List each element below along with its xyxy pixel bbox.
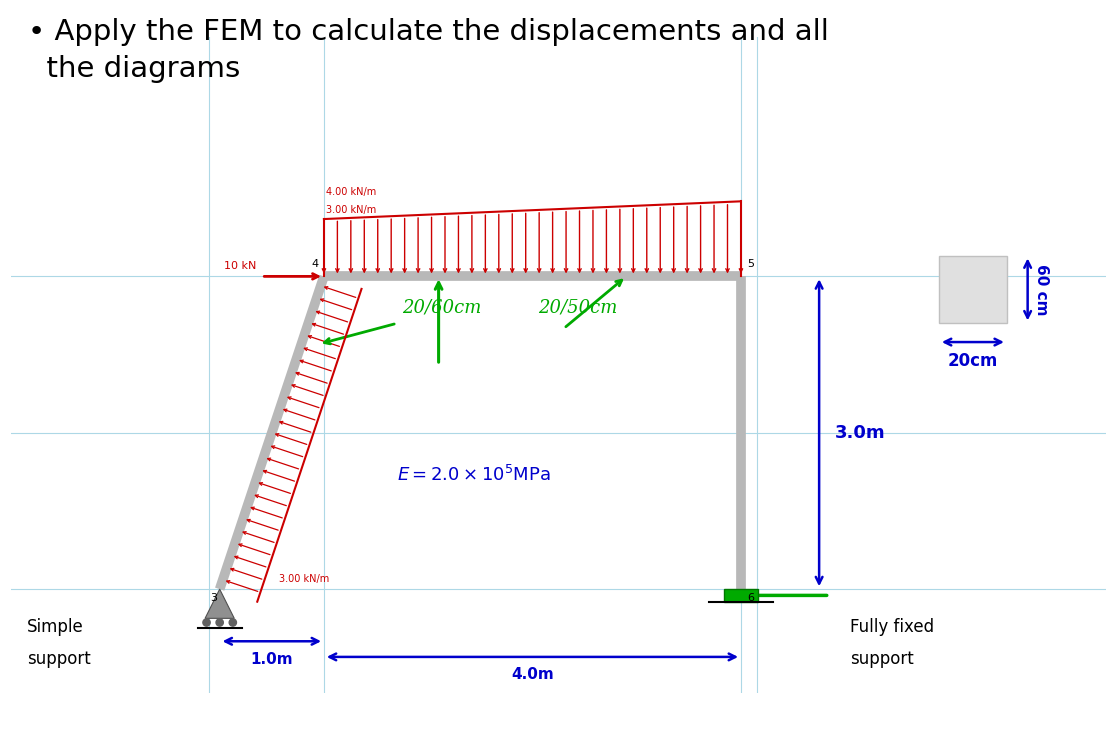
Polygon shape <box>206 589 235 618</box>
Text: $E = 2.0 \times 10^5\mathrm{MPa}$: $E = 2.0 \times 10^5\mathrm{MPa}$ <box>397 464 551 485</box>
Circle shape <box>229 619 237 626</box>
Text: 4: 4 <box>312 259 318 269</box>
Text: 20cm: 20cm <box>947 353 999 371</box>
Text: support: support <box>850 650 914 668</box>
Text: 1.0m: 1.0m <box>250 652 293 666</box>
Text: 3.00 kN/m: 3.00 kN/m <box>326 205 376 215</box>
Text: Fully fixed: Fully fixed <box>850 618 935 637</box>
Text: Simple: Simple <box>27 618 84 637</box>
Text: • Apply the FEM to calculate the displacements and all: • Apply the FEM to calculate the displac… <box>28 18 829 46</box>
Text: 3.00 kN/m: 3.00 kN/m <box>279 575 330 584</box>
Text: 20/50cm: 20/50cm <box>537 298 617 316</box>
Text: 3.0m: 3.0m <box>834 423 886 442</box>
Circle shape <box>203 619 210 626</box>
Bar <box>939 255 1006 323</box>
Text: 10 kN: 10 kN <box>223 261 256 271</box>
Text: 4.0m: 4.0m <box>512 667 554 683</box>
Bar <box>724 589 757 602</box>
Circle shape <box>216 619 223 626</box>
Text: 6: 6 <box>747 593 754 603</box>
Text: 60 cm: 60 cm <box>1034 264 1049 315</box>
Text: support: support <box>27 650 90 668</box>
Text: 3: 3 <box>211 593 218 603</box>
Text: 4.00 kN/m: 4.00 kN/m <box>326 187 376 197</box>
Text: the diagrams: the diagrams <box>28 55 240 82</box>
Text: 20/60cm: 20/60cm <box>402 298 481 316</box>
Text: 5: 5 <box>747 259 754 269</box>
